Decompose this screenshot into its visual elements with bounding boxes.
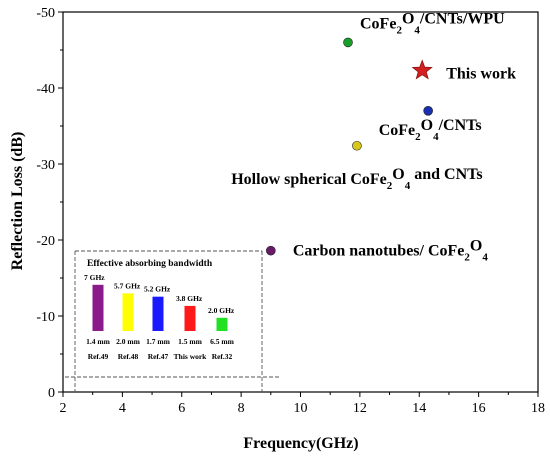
point-label-3-part-1: 2 xyxy=(387,180,393,192)
point-marker-4 xyxy=(266,245,276,256)
inset-title: Effective absorbing bandwidth xyxy=(87,259,213,269)
y-tick-label-3: -30 xyxy=(36,158,55,173)
inset-bar-4 xyxy=(216,317,228,331)
point-label-3: Hollow spherical CoFe2O4 and CNTs xyxy=(231,166,482,192)
point-label-3-part-0: Hollow spherical CoFe xyxy=(231,171,387,188)
x-tick-label-3: 8 xyxy=(238,401,245,416)
point-label-4: Carbon nanotubes/ CoFe2O4 xyxy=(293,238,489,264)
inset-thickness-label-0: 1.4 mm xyxy=(86,337,110,346)
point-label-3-part-2: O xyxy=(392,166,404,183)
inset-bandwidth-label-3: 3.8 GHz xyxy=(176,294,203,303)
y-tick-label-4: -40 xyxy=(36,82,55,97)
point-label-4-part-0: Carbon nanotubes/ CoFe xyxy=(293,243,465,260)
inset-thickness-label-4: 6.5 mm xyxy=(210,337,234,346)
point-marker-2 xyxy=(423,106,433,116)
point-label-4-part-3: 4 xyxy=(482,252,488,264)
inset-thickness-label-3: 1.5 mm xyxy=(178,337,202,346)
inset-bandwidth-label-1: 5.7 GHz xyxy=(114,281,141,290)
x-tick-label-7: 16 xyxy=(472,401,486,416)
point-star-marker-1 xyxy=(411,59,433,80)
point-label-0-part-1: 2 xyxy=(396,24,402,36)
point-label-4-part-1: 2 xyxy=(464,252,470,264)
inset-thickness-label-1: 2.0 mm xyxy=(116,337,140,346)
point-label-1: This work xyxy=(446,66,516,83)
x-tick-label-4: 10 xyxy=(294,401,308,416)
x-tick-label-1: 4 xyxy=(119,401,126,416)
inset-ref-label-3: This work xyxy=(174,352,208,361)
inset-frame xyxy=(65,250,280,392)
inset-bandwidth-label-4: 2.0 GHz xyxy=(208,306,235,315)
inset-bandwidth-label-0: 7 GHz xyxy=(84,273,105,282)
point-marker-0 xyxy=(343,37,353,48)
inset-bar-2 xyxy=(152,296,164,331)
point-label-0: CoFe2O4/CNTs/WPU xyxy=(360,10,505,36)
point-label-2: CoFe2O4/CNTs xyxy=(379,117,482,143)
point-label-4-part-2: O xyxy=(470,238,482,255)
point-label-2-part-0: CoFe xyxy=(379,122,415,139)
point-marker-3 xyxy=(352,140,362,151)
point-label-2-part-2: O xyxy=(421,117,433,134)
x-tick-label-2: 6 xyxy=(178,401,185,416)
point-label-0-part-3: 4 xyxy=(414,24,420,36)
point-label-3-part-3: 4 xyxy=(405,180,411,192)
point-label-0-part-0: CoFe xyxy=(360,15,396,32)
x-tick-label-5: 12 xyxy=(353,401,367,416)
x-tick-label-0: 2 xyxy=(60,401,67,416)
point-label-3-part-4: and CNTs xyxy=(410,166,482,183)
x-axis-title: Frequency(GHz) xyxy=(243,435,358,452)
inset-bar-3 xyxy=(184,305,196,331)
inset-ref-label-1: Ref.48 xyxy=(118,352,139,361)
inset-bandwidth-chart: Effective absorbing bandwidth 7 GHz 1.4 mm… xyxy=(65,250,280,392)
y-tick-label-1: -10 xyxy=(36,310,55,325)
x-tick-label-8: 18 xyxy=(531,401,545,416)
inset-bandwidth-label-2: 5.2 GHz xyxy=(144,285,171,294)
point-label-1-part-0: This work xyxy=(446,66,516,83)
inset-bar-1 xyxy=(122,293,134,331)
inset-ref-label-0: Ref.49 xyxy=(88,352,109,361)
x-tick-label-6: 14 xyxy=(412,401,426,416)
inset-ref-label-2: Ref.47 xyxy=(148,352,169,361)
y-tick-label-5: -50 xyxy=(36,6,55,21)
y-tick-label-0: 0 xyxy=(48,386,55,401)
point-label-2-part-1: 2 xyxy=(415,131,421,143)
point-label-2-part-3: 4 xyxy=(433,131,439,143)
inset-thickness-label-2: 1.7 mm xyxy=(146,337,170,346)
y-tick-label-2: -20 xyxy=(36,234,55,249)
point-label-0-part-4: /CNTs/WPU xyxy=(419,10,505,27)
axes: 2 4 6 8 10 12 14 16 180-10-20-30-40-50 xyxy=(36,6,545,416)
inset-bar-0 xyxy=(92,284,104,331)
inset-ref-label-4: Ref.32 xyxy=(212,352,233,361)
point-label-0-part-2: O xyxy=(402,10,414,27)
y-axis-title: Reflection Loss (dB) xyxy=(9,132,26,271)
point-label-2-part-4: /CNTs xyxy=(438,117,482,134)
